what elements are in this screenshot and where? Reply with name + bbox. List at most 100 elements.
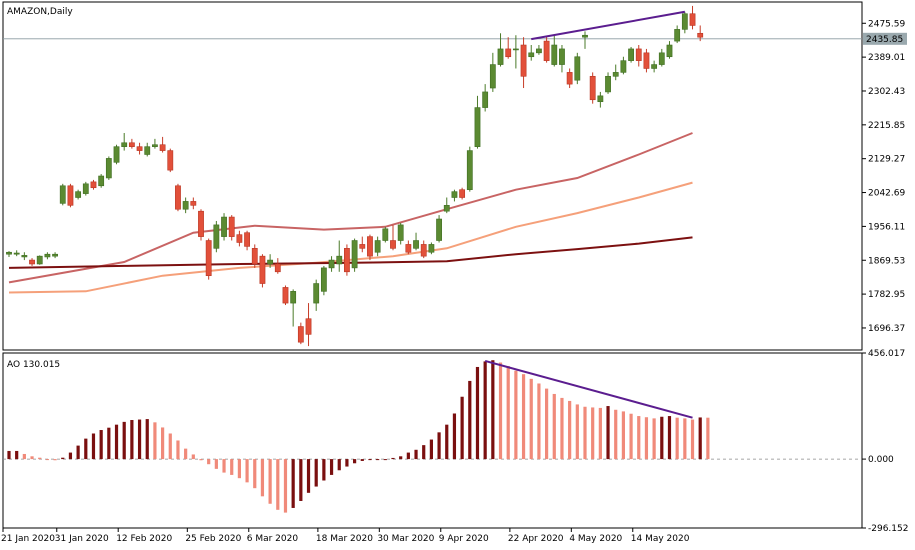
- ao-bar-falling: [568, 400, 572, 460]
- bullish-candle: [582, 34, 588, 38]
- bearish-candle: [566, 72, 573, 85]
- bearish-candle: [390, 240, 396, 249]
- bearish-candle: [198, 210, 204, 237]
- bearish-candle: [420, 244, 427, 257]
- bullish-candle: [52, 253, 58, 257]
- ao-bar-rising: [314, 459, 318, 487]
- bearish-candle: [251, 248, 258, 265]
- ao-bar-rising: [68, 452, 73, 460]
- ao-bar-rising: [299, 459, 303, 501]
- price-trendline: [531, 10, 686, 41]
- bullish-candle: [121, 142, 128, 147]
- ao-bar-rising: [7, 450, 11, 460]
- bullish-candle: [559, 48, 565, 65]
- bullish-candle: [351, 240, 358, 269]
- ao-bar-falling: [591, 407, 595, 460]
- ao-bar-rising: [91, 433, 96, 460]
- bullish-candle: [536, 48, 542, 54]
- ao-bar-rising: [114, 424, 119, 460]
- ao-bar-rising: [437, 432, 441, 460]
- bullish-candle: [628, 48, 634, 61]
- bullish-candle: [605, 75, 611, 93]
- time-axis-label: 31 Jan 2020: [55, 534, 109, 544]
- ao-panel-frame: [2, 352, 863, 529]
- ao-bar-rising: [406, 452, 410, 460]
- bearish-candle: [459, 189, 466, 198]
- ao-bar-falling: [706, 417, 710, 460]
- ao-bar-falling: [637, 416, 641, 460]
- bullish-candle: [574, 56, 581, 81]
- ao-bar-falling: [583, 406, 587, 460]
- bullish-candle: [213, 224, 220, 249]
- bullish-candle: [651, 64, 658, 69]
- bullish-candle: [612, 72, 619, 77]
- ao-bar-rising: [667, 416, 672, 460]
- bullish-candle: [182, 201, 189, 210]
- bearish-candle: [697, 32, 704, 38]
- ao-bar-rising: [460, 396, 464, 460]
- ao-bar-rising: [84, 438, 88, 460]
- bearish-candle: [228, 216, 235, 237]
- bearish-candle: [689, 13, 696, 26]
- bearish-candle: [128, 142, 135, 147]
- ao-bar-falling: [521, 374, 526, 460]
- bullish-candle: [436, 218, 442, 241]
- ao-bar-falling: [191, 454, 195, 460]
- price-axis-label: 1956.11: [868, 222, 905, 232]
- bearish-candle: [589, 75, 596, 101]
- time-axis-label: 6 Mar 2020: [247, 534, 299, 544]
- bearish-candle: [175, 185, 181, 210]
- bullish-candle: [75, 191, 82, 198]
- time-axis-label: 12 Feb 2020: [116, 534, 172, 544]
- ao-bar-rising: [306, 459, 311, 493]
- ao-bar-falling: [199, 459, 203, 461]
- bullish-candle: [105, 158, 112, 179]
- current-price-label: 2435.85: [866, 35, 903, 45]
- ao-bar-falling: [575, 404, 579, 460]
- time-axis-label: 18 Mar 2020: [316, 534, 373, 544]
- ao-bar-falling: [45, 459, 49, 461]
- ao-bar-rising: [429, 439, 433, 460]
- ao-bar-falling: [537, 383, 541, 460]
- ao-bar-rising: [337, 459, 341, 471]
- bullish-candle: [13, 252, 20, 255]
- ao-bar-falling: [276, 459, 280, 510]
- ao-bar-falling: [514, 370, 518, 460]
- ao-bar-falling: [552, 393, 556, 460]
- price-axis-label: 2389.01: [868, 53, 905, 63]
- bearish-candle: [643, 52, 650, 69]
- ao-bar-rising: [698, 417, 702, 460]
- bullish-candle: [374, 240, 381, 253]
- ao-bar-falling: [498, 362, 503, 460]
- ao-bar-rising: [345, 459, 349, 467]
- bullish-candle: [674, 29, 681, 42]
- ao-bar-rising: [483, 361, 487, 460]
- ao-bar-falling: [652, 418, 656, 460]
- bearish-candle: [67, 185, 74, 206]
- ao-bar-falling: [168, 433, 172, 460]
- ao-bar-rising: [475, 366, 480, 460]
- bullish-candle: [597, 95, 604, 103]
- bearish-candle: [205, 240, 212, 277]
- ao-bar-rising: [130, 420, 134, 460]
- bullish-candle: [443, 205, 450, 212]
- ao-bar-rising: [15, 450, 19, 460]
- ao-bar-falling: [38, 457, 42, 460]
- ao-bar-rising: [145, 419, 149, 460]
- bullish-candle: [44, 253, 51, 258]
- ao-bar-falling: [545, 388, 549, 460]
- time-axis-label: 22 Apr 2020: [508, 534, 564, 544]
- bullish-candle: [551, 44, 558, 65]
- ao-bar-falling: [614, 409, 618, 460]
- time-axis-label: 25 Feb 2020: [185, 534, 241, 544]
- bearish-candle: [274, 263, 281, 273]
- ao-bar-rising: [399, 456, 403, 460]
- time-axis-label: 9 Apr 2020: [439, 534, 489, 544]
- axes-layer: 2475.59 2389.01 2302.43 2215.85 2129.27 2042.…: [1, 19, 908, 544]
- bullish-candle: [98, 175, 105, 187]
- ao-bar-falling: [598, 407, 602, 460]
- price-axis-label: 2129.27: [868, 155, 905, 165]
- bearish-candle: [282, 287, 289, 304]
- ao-bar-falling: [253, 459, 257, 489]
- ao-axis-label: 0.000: [868, 455, 894, 465]
